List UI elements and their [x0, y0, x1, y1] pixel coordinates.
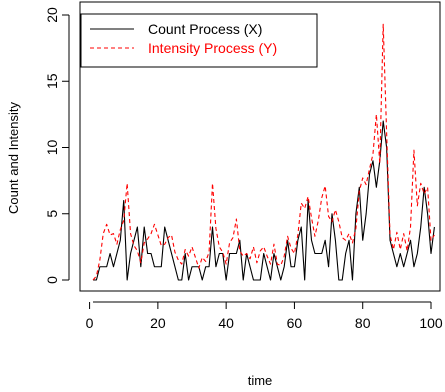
legend: Count Process (X) Intensity Process (Y) — [80, 13, 318, 68]
y-tick-label: 15 — [44, 73, 60, 89]
x-tick-label: 60 — [287, 315, 303, 331]
y-tick-label: 20 — [44, 7, 60, 23]
series-layer — [92, 23, 435, 281]
x-tick-label: 40 — [218, 315, 234, 331]
y-axis-title: Count and Intensity — [6, 101, 21, 214]
legend-label-intensity: Intensity Process (Y) — [148, 40, 277, 56]
x-tick-label: 20 — [150, 315, 166, 331]
y-tick-label: 5 — [44, 210, 60, 218]
x-axis-title: time — [248, 373, 273, 388]
y-tick-label: 0 — [44, 276, 60, 284]
x-tick-label: 0 — [86, 315, 94, 331]
plot-frame — [79, 1, 441, 292]
x-axis: 0 20 40 60 80 100 — [86, 301, 443, 331]
x-tick-label: 100 — [419, 315, 443, 331]
legend-label-count: Count Process (X) — [148, 21, 262, 37]
legend-box — [80, 13, 318, 68]
x-tick-label: 80 — [355, 315, 371, 331]
y-axis: 0 5 10 15 20 — [44, 7, 70, 284]
y-tick-label: 10 — [44, 140, 60, 156]
series-line-count-process — [93, 120, 435, 281]
